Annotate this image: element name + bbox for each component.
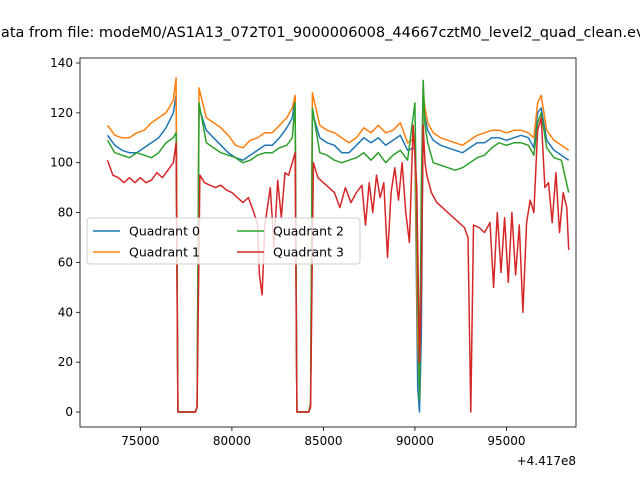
legend-label-quadrant-3: Quadrant 3 xyxy=(273,245,344,260)
chart-title: Data from file: modeM0/AS1A13_072T01_900… xyxy=(0,25,640,41)
y-tick-label: 100 xyxy=(50,156,73,170)
legend: Quadrant 0 Quadrant 1 Quadrant 2 Quadrant 3 xyxy=(86,217,361,265)
plot-frame xyxy=(79,57,577,428)
y-tick-label: 120 xyxy=(50,106,73,120)
legend-box xyxy=(86,217,361,265)
y-tick-label: 40 xyxy=(58,305,73,319)
x-axis-ticks: 75000 80000 85000 90000 95000 xyxy=(121,427,526,448)
y-tick-label: 80 xyxy=(58,206,73,220)
x-tick-label: 75000 xyxy=(121,434,159,448)
legend-label-quadrant-0: Quadrant 0 xyxy=(129,224,200,239)
series-layer xyxy=(106,77,570,413)
x-tick-label: 95000 xyxy=(487,434,525,448)
x-tick-label: 85000 xyxy=(304,434,342,448)
y-tick-label: 0 xyxy=(65,405,73,419)
y-axis-ticks: 0 20 40 60 80 100 120 140 xyxy=(50,56,80,419)
y-tick-label: 60 xyxy=(58,255,73,269)
series-line-quadrant-3 xyxy=(106,117,570,413)
legend-label-quadrant-2: Quadrant 2 xyxy=(273,224,344,239)
legend-label-quadrant-1: Quadrant 1 xyxy=(129,245,200,260)
x-tick-label: 80000 xyxy=(213,434,251,448)
x-axis-offset-label: +4.417e8 xyxy=(517,454,576,468)
x-tick-label: 90000 xyxy=(396,434,434,448)
y-tick-label: 20 xyxy=(58,355,73,369)
y-tick-label: 140 xyxy=(50,56,73,70)
